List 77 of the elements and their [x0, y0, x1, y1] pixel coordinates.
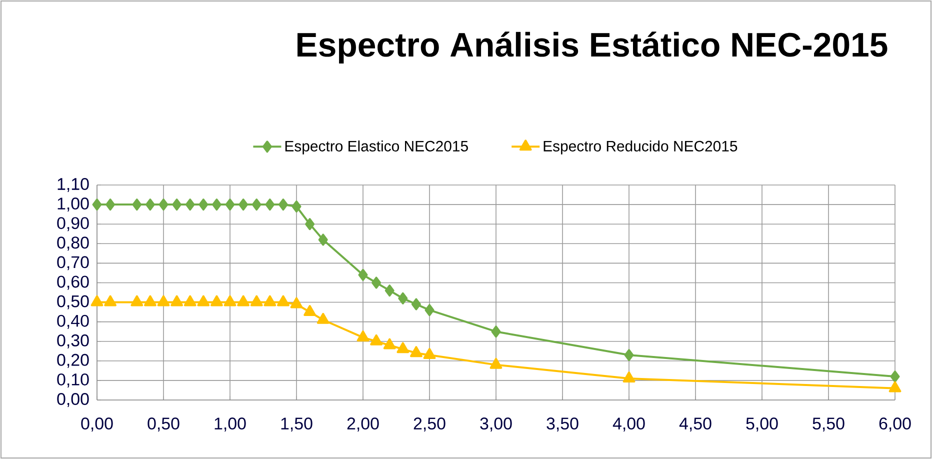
point: [423, 348, 436, 360]
point: [104, 295, 116, 306]
x-tick-label: 3,00: [480, 418, 512, 432]
point: [184, 295, 196, 306]
point: [210, 295, 223, 306]
y-tick-label: 0,70: [57, 256, 89, 270]
point: [198, 198, 208, 211]
point: [383, 338, 396, 350]
point: [264, 295, 276, 306]
y-tick-label: 0,20: [57, 354, 89, 368]
y-tick-label: 0,90: [57, 217, 89, 232]
point: [144, 295, 156, 306]
point: [410, 346, 422, 358]
point: [92, 198, 102, 211]
y-tick-label: 0,10: [57, 373, 89, 388]
point: [265, 198, 275, 211]
x-tick-label: 4,50: [679, 418, 712, 432]
y-tick-label: 0,50: [57, 295, 89, 310]
point: [252, 198, 262, 211]
point: [158, 198, 168, 211]
point: [250, 295, 263, 306]
chart-title: Espectro Análisis Estático NEC-2015: [298, 32, 888, 64]
x-tick-label: 2,50: [414, 418, 446, 432]
point: [490, 358, 502, 369]
point: [225, 198, 235, 211]
y-tick-label: 1,10: [58, 178, 89, 192]
point: [237, 295, 250, 306]
point: [157, 295, 170, 306]
x-tick-label: 0,50: [148, 418, 180, 432]
x-tick-label: 1,00: [214, 418, 246, 432]
x-tick-label: 4,00: [612, 418, 645, 432]
point: [622, 372, 636, 382]
point: [396, 342, 410, 354]
point: [277, 295, 290, 306]
y-tick-label: 0,80: [57, 236, 89, 251]
point: [290, 297, 303, 308]
x-tick-label: 3,50: [546, 418, 578, 432]
point: [292, 200, 302, 212]
point: [888, 381, 902, 392]
point: [278, 198, 288, 211]
point: [372, 276, 382, 289]
point: [185, 198, 195, 211]
legend-label: Espectro Elastico NEC2015: [285, 140, 468, 154]
point: [224, 295, 236, 306]
y-tick-label: 0,00: [57, 393, 89, 407]
point: [384, 284, 394, 297]
point: [145, 198, 155, 211]
point: [90, 295, 104, 306]
y-tick-label: 0,60: [57, 276, 89, 290]
x-tick-label: 0,00: [81, 418, 113, 432]
point: [318, 234, 328, 246]
legend-label: Espectro Reducido NEC2015: [544, 140, 738, 154]
point: [358, 268, 368, 281]
x-tick-label: 5,50: [812, 418, 844, 432]
y-tick-label: 1,00: [58, 198, 89, 212]
point: [170, 295, 183, 306]
point: [106, 198, 116, 211]
point: [304, 305, 316, 316]
point: [316, 312, 330, 324]
point: [305, 218, 315, 230]
point: [197, 295, 210, 306]
point: [212, 198, 222, 211]
point: [424, 304, 434, 316]
point: [356, 330, 370, 342]
x-tick-label: 2,00: [347, 418, 379, 432]
x-tick-label: 5,00: [746, 418, 778, 432]
point: [238, 198, 248, 211]
point: [398, 292, 408, 304]
x-tick-label: 1,50: [281, 418, 312, 432]
y-tick-label: 0,30: [57, 334, 89, 348]
point: [370, 334, 382, 346]
point: [130, 295, 144, 306]
point: [411, 298, 421, 310]
y-tick-label: 0,40: [57, 314, 89, 329]
point: [132, 198, 142, 211]
point: [172, 198, 182, 211]
x-tick-label: 6,00: [879, 418, 911, 432]
